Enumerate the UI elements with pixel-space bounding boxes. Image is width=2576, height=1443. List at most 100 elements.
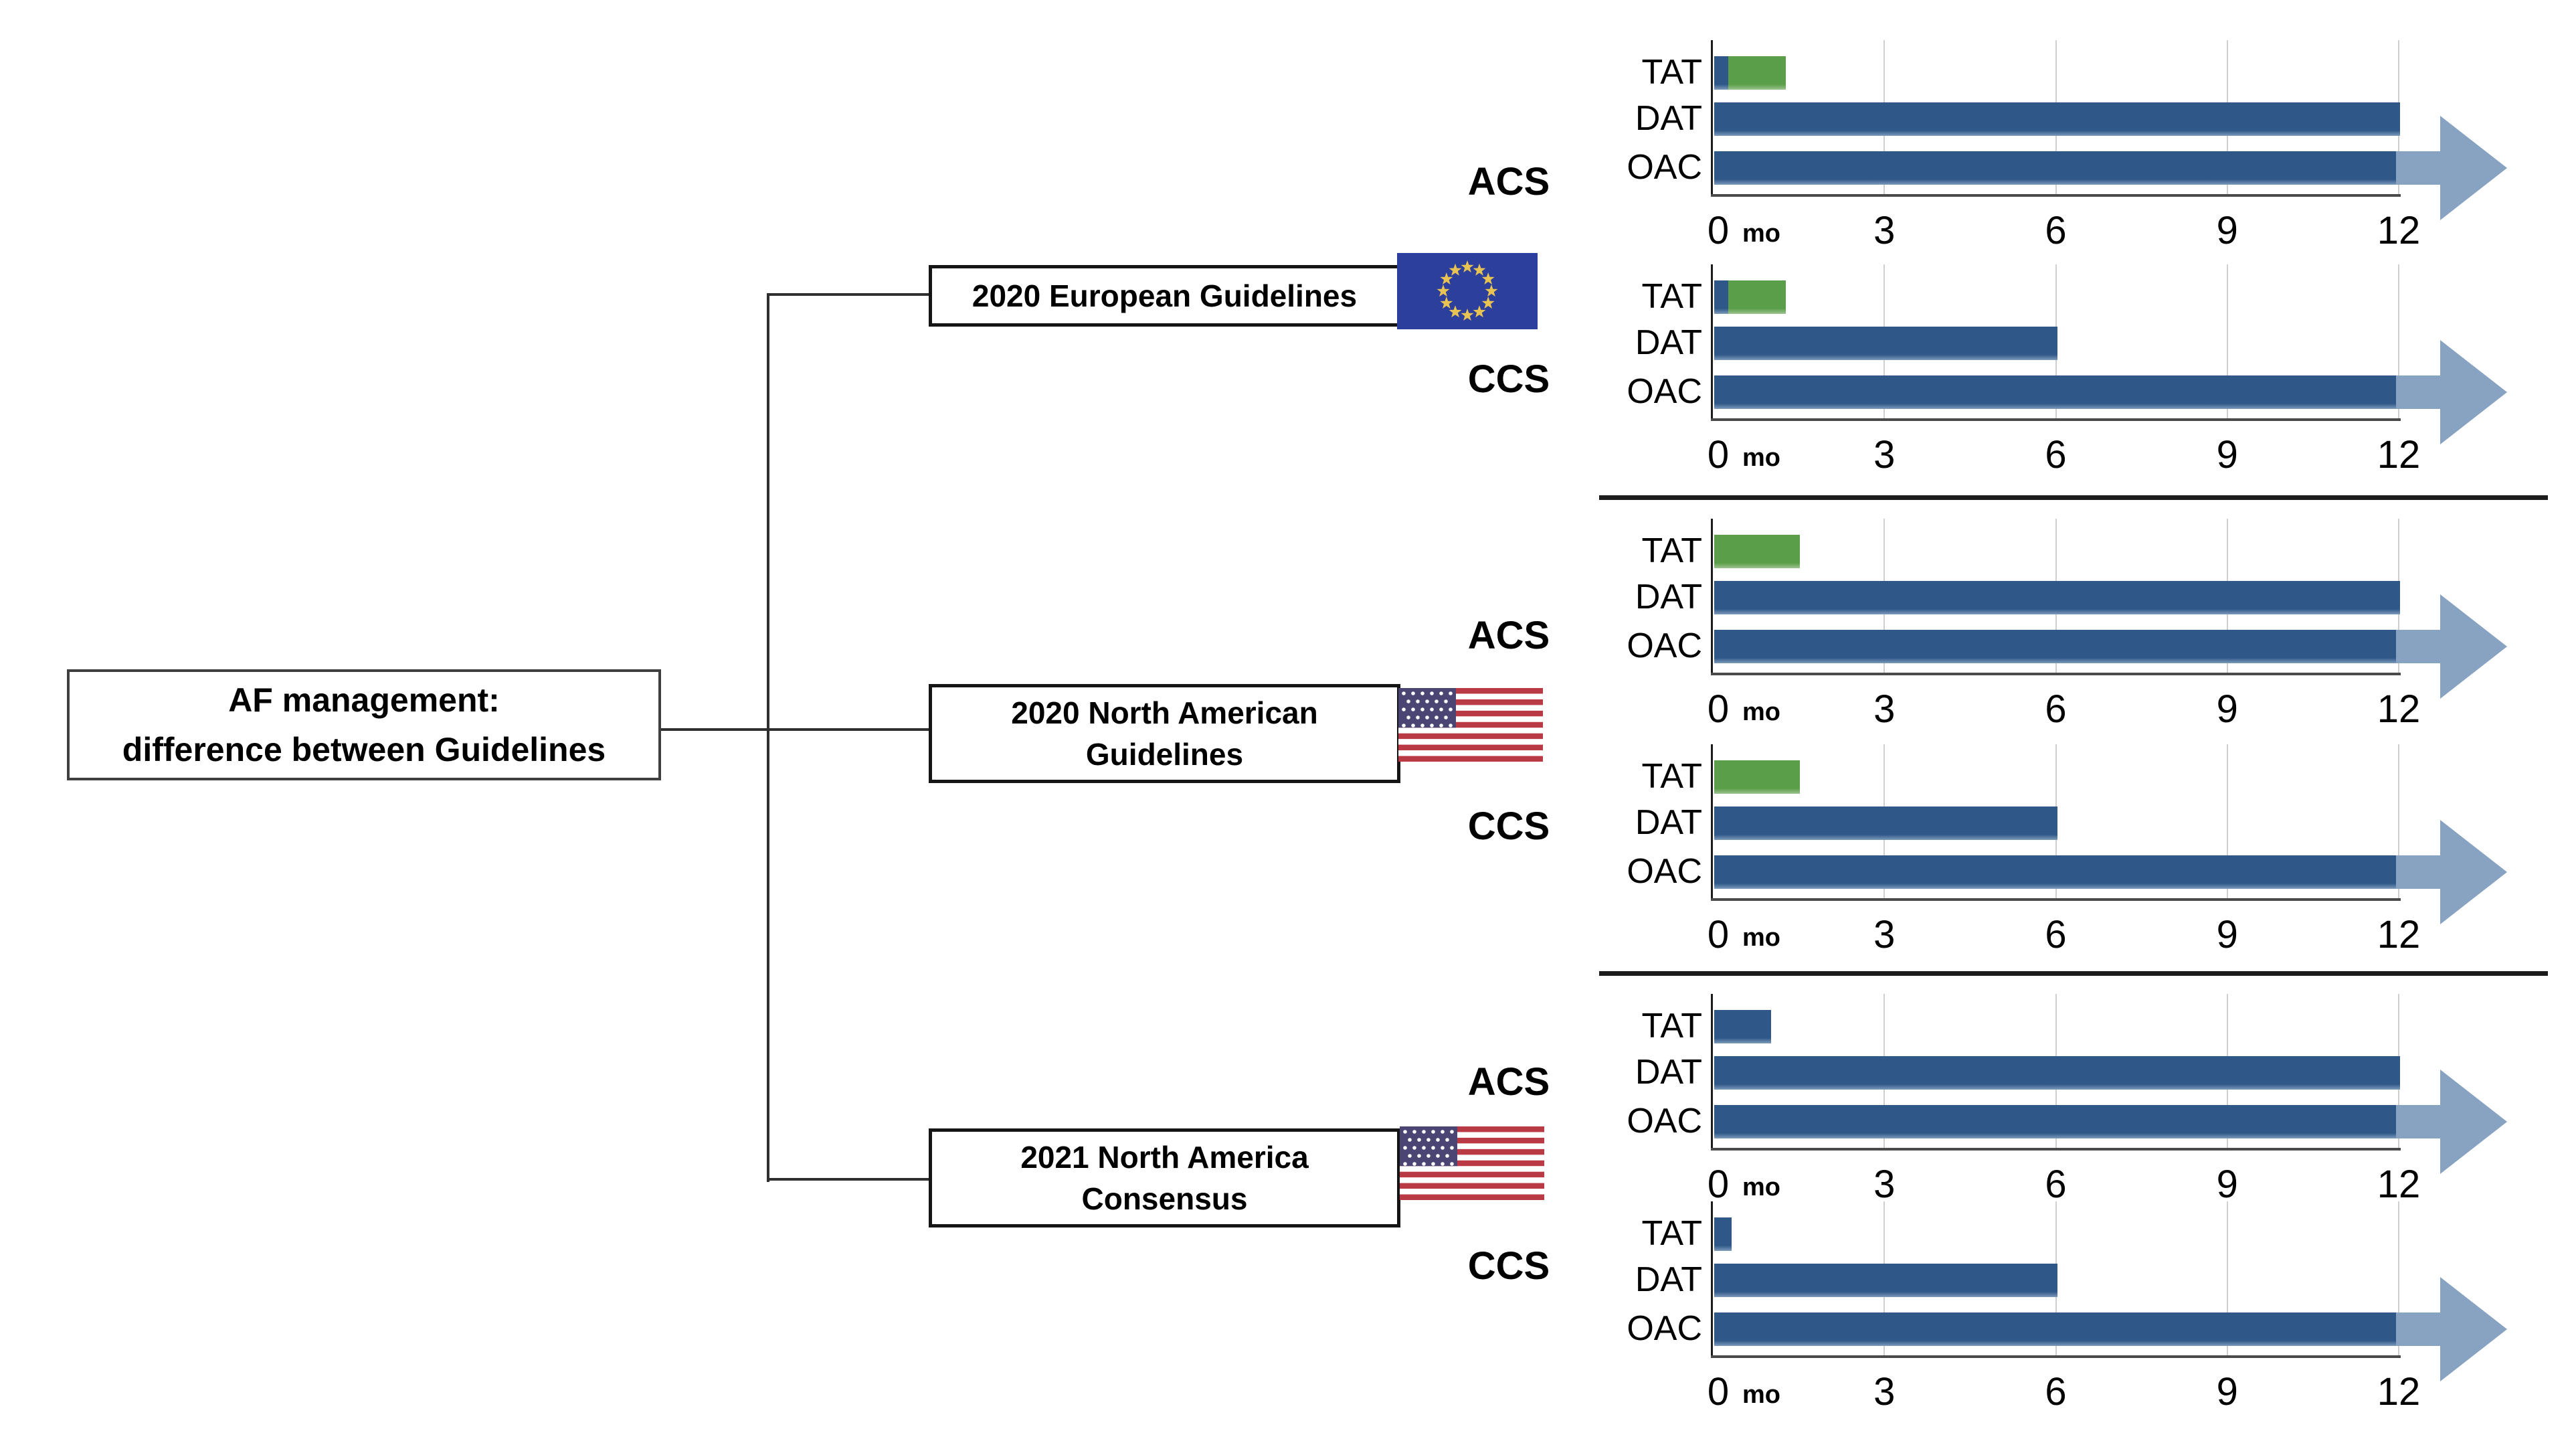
x-axis-baseline <box>1711 1355 2401 1358</box>
row-label: DAT <box>1635 99 1702 138</box>
bar-segment-blue <box>1714 1056 2400 1090</box>
title-line-1: AF management: <box>228 681 500 719</box>
continuation-arrow-icon <box>2396 1277 2507 1381</box>
us-flag-icon <box>1400 1126 1544 1200</box>
bar-segment-green <box>1728 280 1786 314</box>
x-tick-label: 9 <box>2216 687 2238 731</box>
y-axis-line <box>1711 744 1713 901</box>
bar-chart-european-acs: TAT DAT OAC 0 3 6 9 12 mo <box>1592 40 2576 308</box>
gridline <box>2226 264 2228 418</box>
y-axis-line <box>1711 519 1713 675</box>
continuation-arrow-icon <box>2396 820 2507 924</box>
x-tick-label: 3 <box>1873 1163 1896 1206</box>
row-label: OAC <box>1627 148 1702 187</box>
group-separator <box>1599 495 2548 500</box>
row-label: OAC <box>1627 1102 1702 1140</box>
x-tick-label: 6 <box>2045 1370 2067 1414</box>
x-tick-label: 12 <box>2377 1370 2421 1414</box>
x-tick-label: 12 <box>2377 433 2421 477</box>
x-tick-label: 12 <box>2377 1163 2421 1206</box>
x-tick-label: 6 <box>2045 687 2067 731</box>
x-axis-baseline <box>1711 194 2401 197</box>
y-axis-line <box>1711 1201 1713 1358</box>
y-axis-line <box>1711 264 1713 421</box>
guideline-box-label-line2: Consensus <box>1081 1181 1248 1216</box>
bar-segment-blue <box>1714 151 2400 185</box>
row-label: OAC <box>1627 852 1702 891</box>
connector-branch-bottom <box>767 1178 929 1181</box>
x-tick-label: 12 <box>2377 209 2421 252</box>
continuation-arrow-icon <box>2396 1070 2507 1174</box>
row-label: TAT <box>1641 531 1703 570</box>
connector-branch-top <box>767 293 929 296</box>
row-label: DAT <box>1635 578 1702 616</box>
gridline <box>2226 744 2228 898</box>
continuation-arrow-icon <box>2396 340 2507 444</box>
x-axis-baseline <box>1711 898 2401 901</box>
y-axis-line <box>1711 994 1713 1151</box>
scenario-label-ccs: CCS <box>1467 357 1550 401</box>
x-axis-unit-label: mo <box>1742 1173 1780 1201</box>
x-tick-label: 0 <box>1707 913 1730 956</box>
x-tick-label: 9 <box>2216 913 2238 956</box>
x-tick-label: 6 <box>2045 433 2067 477</box>
row-label: DAT <box>1635 1053 1702 1092</box>
row-label: TAT <box>1641 757 1703 796</box>
x-tick-label: 3 <box>1873 209 1896 252</box>
bar-segment-blue <box>1714 375 2400 409</box>
eu-flag-icon <box>1397 253 1538 329</box>
bar-chart-consensus-ccs: TAT DAT OAC 0 3 6 9 12 mo <box>1592 1201 2576 1443</box>
row-label: TAT <box>1641 1214 1703 1253</box>
bar-segment-blue <box>1714 1264 2057 1297</box>
x-tick-label: 9 <box>2216 433 2238 477</box>
row-label: DAT <box>1635 803 1702 842</box>
guideline-box-label-line2: Guidelines <box>1085 737 1244 772</box>
bar-segment-green <box>1714 535 1801 568</box>
connector-root-to-middle <box>661 728 929 731</box>
connector-vertical-trunk <box>767 293 769 1182</box>
row-label: TAT <box>1641 277 1703 316</box>
bar-chart-consensus-acs: TAT DAT OAC 0 3 6 9 12 mo <box>1592 994 2576 1262</box>
x-tick-label: 6 <box>2045 913 2067 956</box>
bar-segment-blue <box>1714 280 1729 314</box>
bar-chart-north-american-acs: TAT DAT OAC 0 3 6 9 12 mo <box>1592 519 2576 786</box>
scenario-label-acs: ACS <box>1467 614 1550 657</box>
x-tick-label: 6 <box>2045 1163 2067 1206</box>
x-axis-unit-label: mo <box>1742 444 1780 472</box>
row-label: DAT <box>1635 1260 1702 1299</box>
x-tick-label: 0 <box>1707 1163 1730 1206</box>
group-separator <box>1599 971 2548 976</box>
x-tick-label: 6 <box>2045 209 2067 252</box>
row-label: TAT <box>1641 53 1703 92</box>
x-tick-label: 9 <box>2216 1370 2238 1414</box>
title-box: AF management: difference between Guidel… <box>67 669 661 780</box>
gridline <box>2398 264 2399 418</box>
guideline-box-label: 2020 European Guidelines <box>972 278 1358 313</box>
bar-segment-blue <box>1714 1105 2400 1138</box>
guideline-box-north-america-2021: 2021 North America Consensus <box>929 1128 1400 1227</box>
x-axis-unit-label: mo <box>1742 1381 1780 1409</box>
bar-segment-blue <box>1714 855 2400 889</box>
continuation-arrow-icon <box>2396 594 2507 699</box>
bar-segment-blue <box>1714 1312 2400 1346</box>
x-tick-label: 3 <box>1873 433 1896 477</box>
row-label: TAT <box>1641 1007 1703 1045</box>
x-tick-label: 0 <box>1707 1370 1730 1414</box>
bar-segment-blue <box>1714 630 2400 663</box>
bar-segment-blue <box>1714 102 2400 136</box>
gridline <box>2398 744 2399 898</box>
bar-segment-blue <box>1714 1217 1732 1251</box>
x-tick-label: 3 <box>1873 1370 1896 1414</box>
bar-chart-north-american-ccs: TAT DAT OAC 0 3 6 9 12 mo <box>1592 744 2576 1012</box>
x-axis-unit-label: mo <box>1742 220 1780 248</box>
row-label: OAC <box>1627 626 1702 665</box>
x-axis-unit-label: mo <box>1742 698 1780 726</box>
row-label: OAC <box>1627 1309 1702 1348</box>
x-axis-baseline <box>1711 673 2401 675</box>
scenario-label-ccs: CCS <box>1467 804 1550 848</box>
x-axis-unit-label: mo <box>1742 924 1780 952</box>
y-axis-line <box>1711 40 1713 197</box>
x-tick-label: 12 <box>2377 913 2421 956</box>
bar-segment-green <box>1728 56 1786 90</box>
